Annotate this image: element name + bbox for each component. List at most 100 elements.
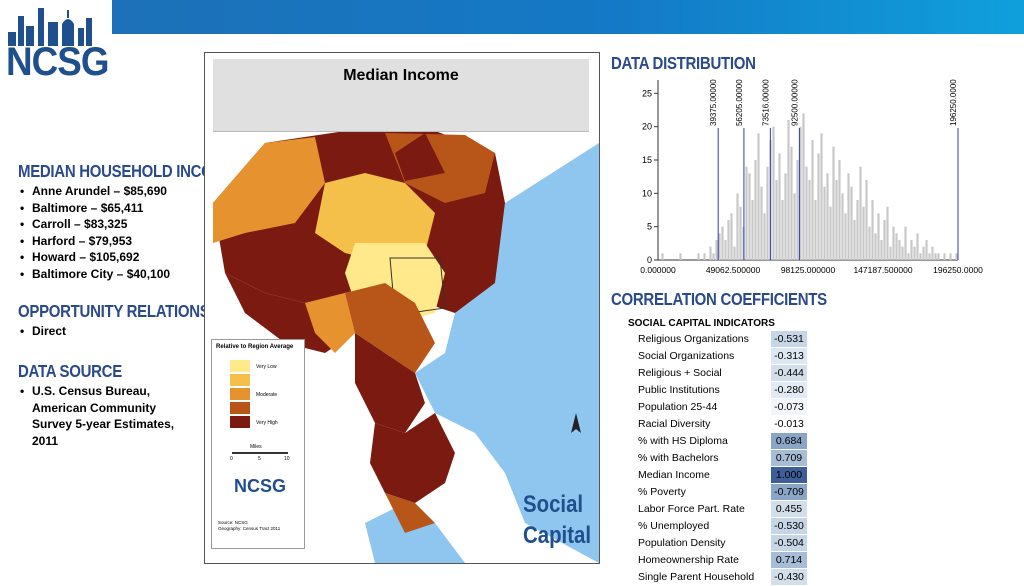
north-arrow-icon [571,413,581,433]
correlation-table-header: SOCIAL CAPITAL INDICATORS [628,317,775,329]
skyline-icon [8,8,92,46]
correlation-label: Population 25-44 [638,401,718,413]
histogram-bar [727,220,730,260]
correlation-value: 1.000 [770,466,808,484]
histogram-bar [775,180,778,260]
break-label: 39375.00000 [709,79,718,126]
break-label: 56205.00000 [735,79,744,126]
histogram-bar [838,160,841,260]
histogram-bar [811,140,814,260]
correlation-row: % with Bachelors 0.709 [628,449,808,467]
histogram-bar [937,253,940,260]
histogram-bar [829,206,832,260]
y-tick-label: 20 [642,122,652,132]
correlation-value: -0.013 [770,415,808,433]
source-item: U.S. Census Bureau, American Community S… [20,383,198,449]
histogram-bar [886,206,889,260]
legend-label-moderate: Moderate [256,392,278,398]
histogram-bar [835,180,838,260]
histogram-bar [934,253,937,260]
y-tick-label: 25 [642,88,652,98]
histogram-bar [703,253,706,260]
histogram-bar [919,253,922,260]
legend-swatch-2 [230,374,250,386]
legend-source-1: Source: NCSG [218,520,248,525]
y-tick-label: 0 [647,255,652,265]
source-heading: DATA SOURCE [18,362,122,382]
histogram-bar [910,240,913,260]
correlation-label: Social Organizations [638,350,735,362]
map-title: Median Income [343,67,459,84]
logo-text: NCSG [6,40,110,84]
scale-tick-0: 0 [230,456,233,462]
break-label: 196250.0000 [949,79,958,126]
histogram-bar [697,253,700,260]
source-list: U.S. Census Bureau, American Community S… [18,383,198,449]
income-item: Howard – $105,692 [20,249,234,266]
histogram-bar [778,153,781,260]
correlation-row: Labor Force Part. Rate 0.455 [628,500,808,518]
correlation-label: Religious Organizations [638,333,749,345]
histogram-bar [847,173,850,260]
histogram-bar [787,120,790,260]
histogram-bar [880,240,883,260]
correlation-row: Median Income 1.000 [628,466,808,484]
correlation-label: % Unemployed [638,520,710,532]
correlation-row: Racial Diversity -0.013 [628,415,808,433]
break-label: 92500.00000 [790,79,799,126]
correlation-label: Single Parent Household [638,571,755,583]
histogram-bar [841,193,844,260]
correlation-row: Single Parent Household -0.430 [628,568,808,586]
distribution-heading: DATA DISTRIBUTION [611,54,756,74]
histogram-bar [832,146,835,260]
histogram-bar [715,240,718,260]
correlation-label: % Poverty [638,486,686,498]
income-heading: MEDIAN HOUSEHOLD INCOME [18,162,235,182]
income-item: Harford – $79,953 [20,233,234,250]
correlation-value: 0.684 [770,432,808,450]
histogram-bar [877,213,880,260]
histogram-bar [856,200,859,260]
opportunity-list: Direct [18,323,234,340]
histogram-bar [736,193,739,260]
histogram-bar [709,246,712,260]
histogram-bar [751,200,754,260]
correlation-row: Homeownership Rate 0.714 [628,551,808,569]
top-banner [0,0,1024,34]
x-tick-label: 147187.500000 [853,265,912,275]
correlation-value: 0.709 [770,449,808,467]
logo-area: NCSG [0,0,112,84]
correlation-row: Religious + Social -0.444 [628,364,808,382]
correlation-label: Public Institutions [638,384,720,396]
histogram-bar [904,226,907,260]
histogram-bar [868,226,871,260]
histogram-bar [850,186,853,260]
histogram-bar [874,233,877,260]
correlation-row: Population Density -0.504 [628,534,808,552]
correlation-row: Public Institutions -0.280 [628,381,808,399]
histogram-bar [748,173,751,260]
income-item: Carroll – $83,325 [20,216,234,233]
histogram-bar [826,173,829,260]
income-item: Baltimore City – $40,100 [20,266,234,283]
opportunity-heading: OPPORTUNITY RELATIONSHIP [18,302,234,322]
histogram-bar [790,146,793,260]
legend-logo: NCSG [234,476,287,496]
histogram-bar [730,213,733,260]
histogram-bar [781,200,784,260]
scale-tick-5: 5 [258,456,261,462]
histogram-bar [733,246,736,260]
correlation-value: -0.444 [770,364,808,382]
income-section: MEDIAN HOUSEHOLD INCOME Anne Arundel – $… [18,162,235,283]
histogram-bar [793,193,796,260]
legend-source-2: Geography: Census Tract 2011 [218,526,281,531]
histogram-bar [823,186,826,260]
map-legend: Relative to Region Average Very Low Mode… [211,339,305,549]
histogram-bar [862,206,865,260]
histogram-bar [784,173,787,260]
ncsg-logo: NCSG [6,6,110,84]
correlation-row: Religious Organizations -0.531 [628,330,808,348]
histogram-bar [760,186,763,260]
histogram-bar [901,246,904,260]
histogram-bar [892,226,895,260]
